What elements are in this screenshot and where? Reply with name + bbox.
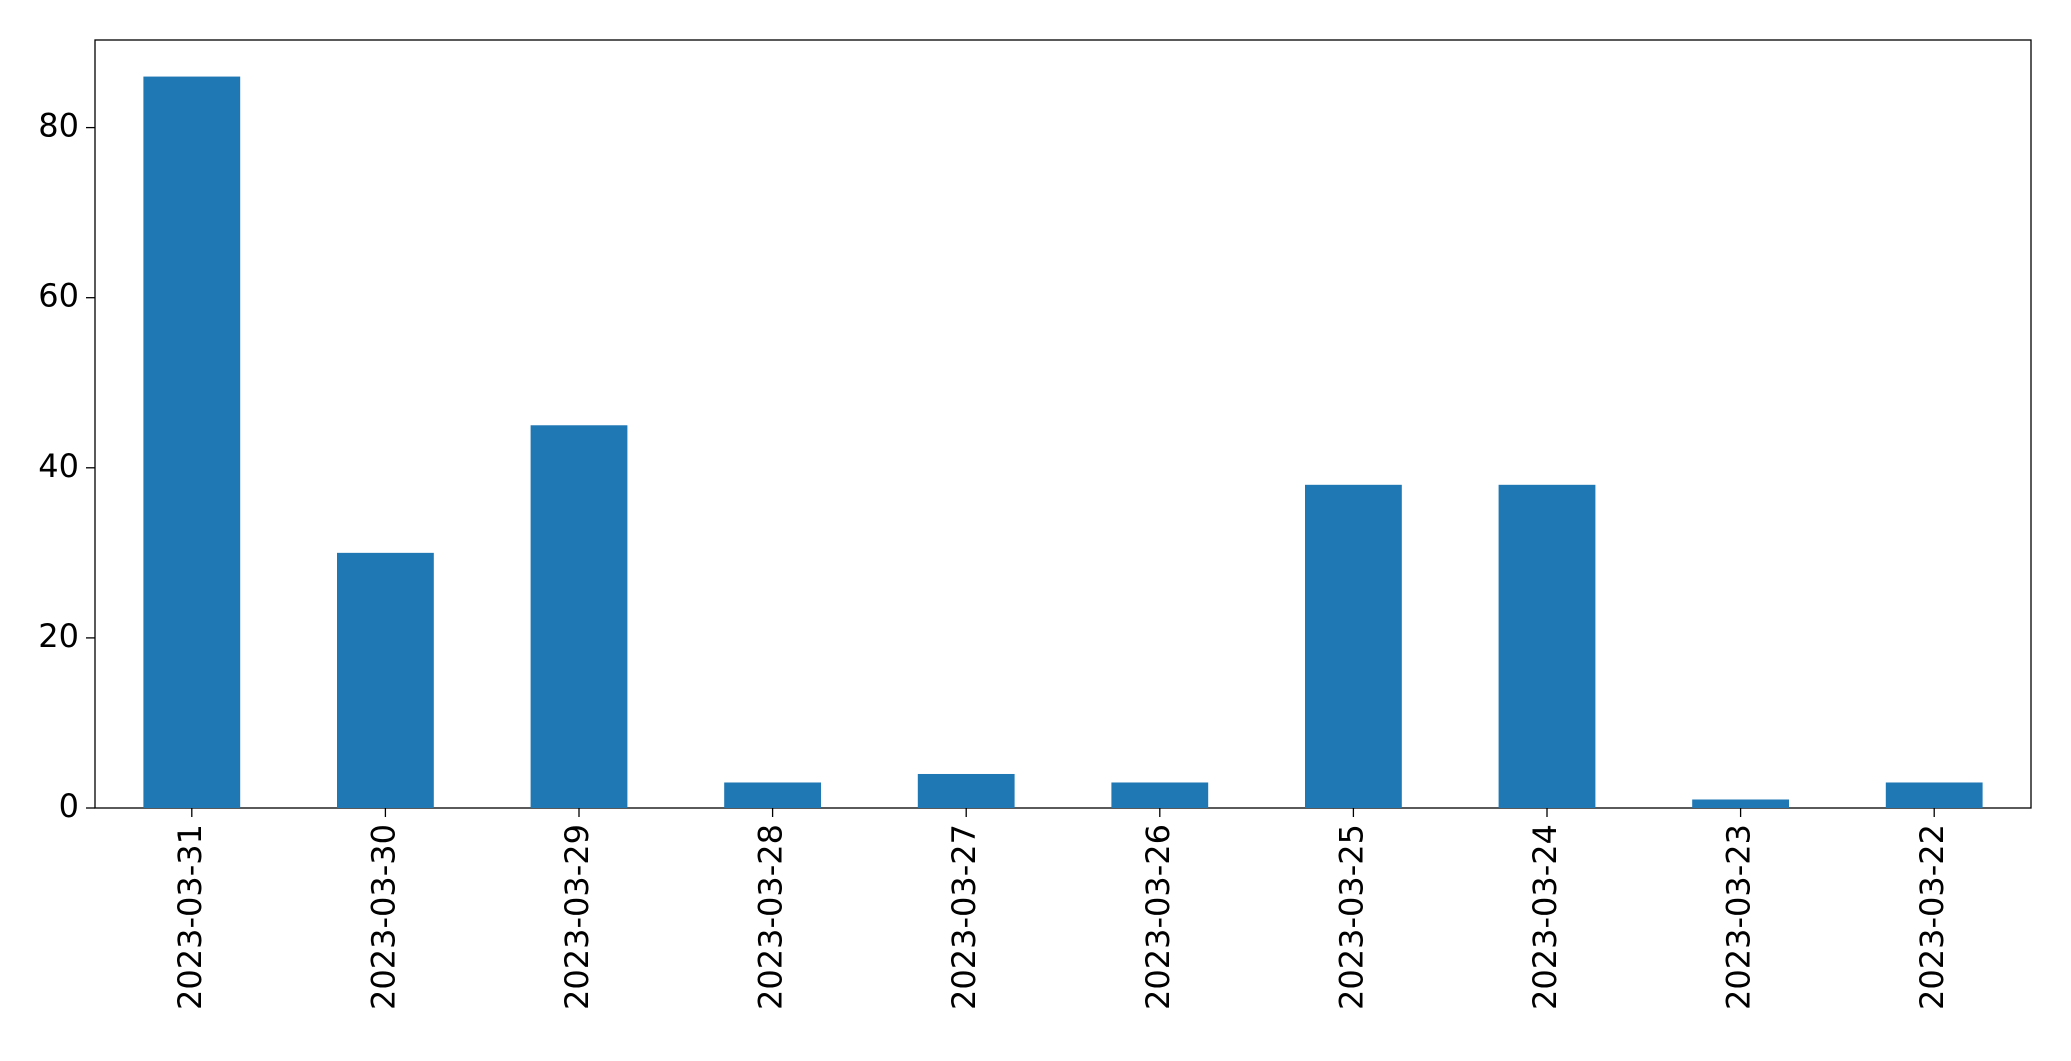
axes-frame	[94, 39, 2032, 809]
bar	[337, 552, 434, 808]
y-tick-label: 20	[38, 617, 79, 655]
x-tick-label: 2023-03-26	[1139, 824, 1177, 1010]
bar	[530, 425, 628, 808]
bar	[1692, 799, 1789, 808]
x-tick-label: 2023-03-30	[364, 824, 402, 1010]
bar	[917, 773, 1015, 808]
y-tick-label: 0	[59, 787, 79, 825]
bar	[1498, 484, 1596, 808]
x-tick-label: 2023-03-24	[1526, 824, 1564, 1010]
x-tick-label: 2023-03-22	[1913, 824, 1951, 1010]
x-tick-label: 2023-03-28	[752, 824, 790, 1010]
bar	[143, 76, 241, 809]
y-tick-label: 80	[38, 107, 79, 145]
bar	[1111, 782, 1209, 808]
x-tick-label: 2023-03-29	[558, 824, 596, 1010]
bar	[724, 782, 821, 808]
x-tick-label: 2023-03-31	[171, 824, 209, 1010]
x-tick-label: 2023-03-27	[945, 824, 983, 1010]
bar	[1885, 782, 1983, 808]
bar	[1305, 484, 1402, 808]
y-tick-label: 40	[38, 447, 79, 485]
x-tick-label: 2023-03-25	[1332, 824, 1370, 1010]
y-tick-label: 60	[38, 277, 79, 315]
x-tick-label: 2023-03-23	[1720, 824, 1758, 1010]
